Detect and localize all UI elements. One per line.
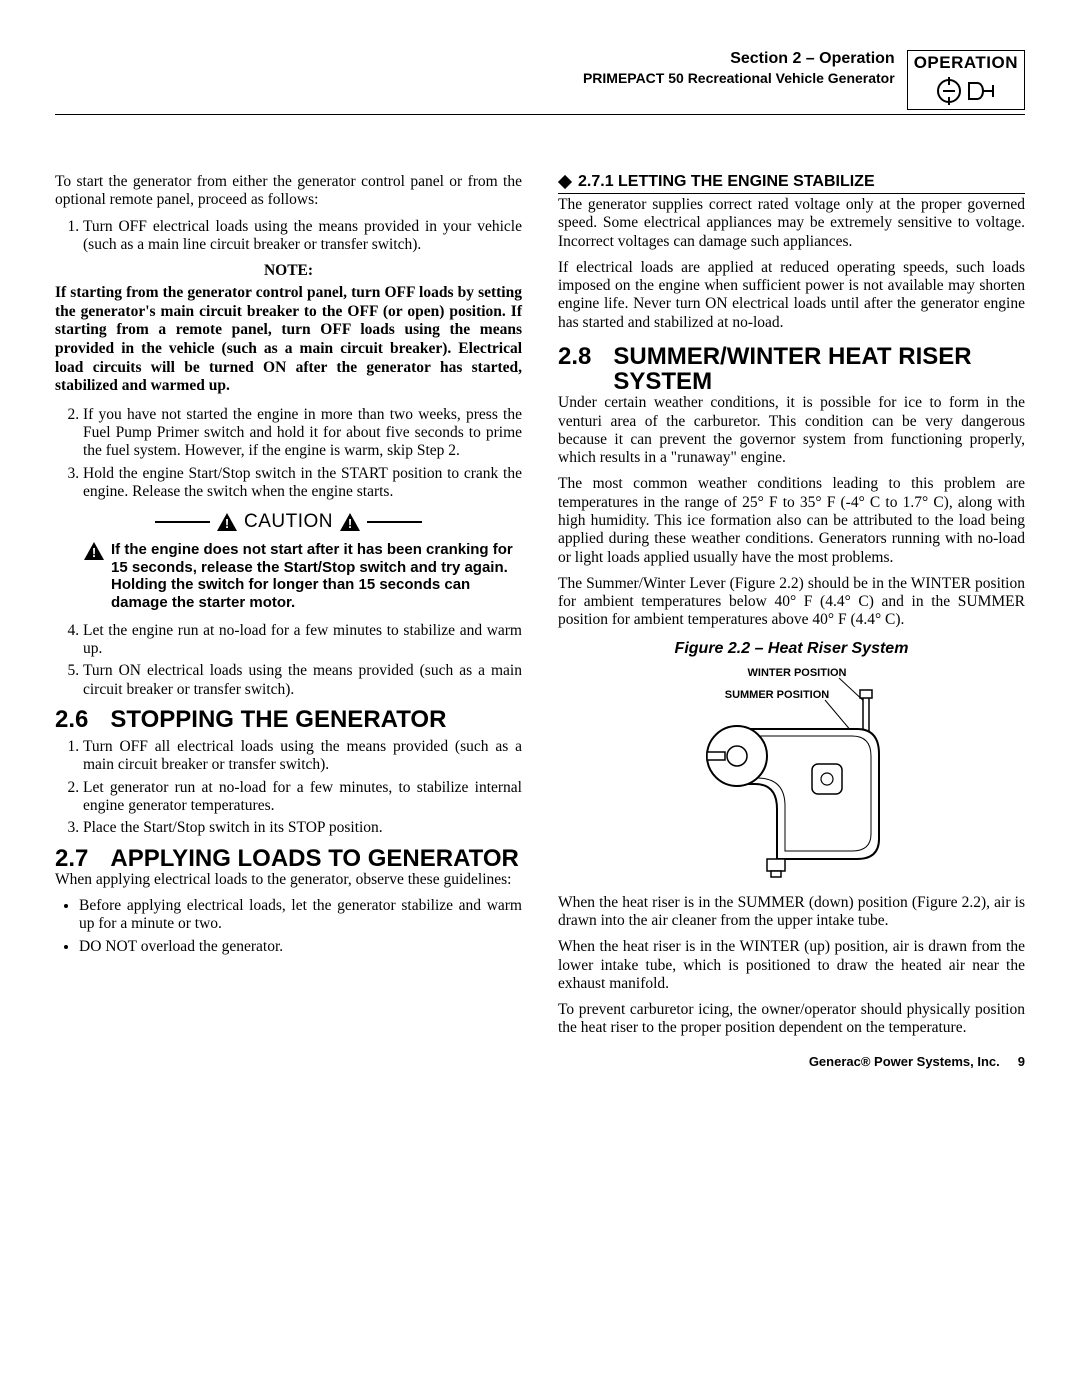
- start-list: Turn OFF electrical loads using the mean…: [55, 218, 522, 255]
- start-step-3: Hold the engine Start/Stop switch in the…: [83, 465, 522, 502]
- right-column: 2.7.1 LETTING THE ENGINE STABILIZE The g…: [558, 173, 1025, 1046]
- loads-bullets: Before applying electrical loads, let th…: [55, 897, 522, 956]
- left-column: To start the generator from either the g…: [55, 173, 522, 1046]
- figure-2-2: WINTER POSITION SUMMER POSITION: [558, 664, 1025, 884]
- warning-triangle-icon: !: [216, 512, 238, 532]
- start-step-4: Let the engine run at no-load for a few …: [83, 622, 522, 659]
- header-section-title: Section 2 – Operation: [583, 50, 895, 68]
- warning-triangle-icon: !: [339, 512, 361, 532]
- summer-position-label: SUMMER POSITION: [724, 689, 829, 701]
- loads-bullet-2: DO NOT overload the generator.: [79, 938, 522, 956]
- winter-position-label: WINTER POSITION: [747, 667, 846, 679]
- p-2-8-a: Under certain weather conditions, it is …: [558, 394, 1025, 467]
- page: Section 2 – Operation PRIMEPACT 50 Recre…: [0, 0, 1080, 1099]
- section-2-6-num: 2.6: [55, 707, 88, 732]
- footer-page-number: 9: [1018, 1054, 1025, 1069]
- section-2-6-title: STOPPING THE GENERATOR: [110, 707, 446, 732]
- stop-step-3: Place the Start/Stop switch in its STOP …: [83, 819, 522, 837]
- footer-company: Generac® Power Systems, Inc.: [809, 1054, 1000, 1069]
- stop-step-2: Let generator run at no-load for a few m…: [83, 779, 522, 816]
- section-2-7-1-heading: 2.7.1 LETTING THE ENGINE STABILIZE: [558, 173, 1025, 194]
- svg-text:!: !: [348, 516, 352, 531]
- note-body: If starting from the generator control p…: [55, 284, 522, 396]
- p-2-8-e: When the heat riser is in the WINTER (up…: [558, 938, 1025, 993]
- section-2-8-num: 2.8: [558, 344, 591, 369]
- header-text-block: Section 2 – Operation PRIMEPACT 50 Recre…: [583, 50, 895, 86]
- caution-rule-right: [367, 521, 422, 523]
- section-2-8-heading: 2.8 SUMMER/WINTER HEAT RISER SYSTEM: [558, 344, 1025, 394]
- page-header: Section 2 – Operation PRIMEPACT 50 Recre…: [55, 50, 1025, 115]
- stop-list: Turn OFF all electrical loads using the …: [55, 738, 522, 837]
- section-2-7-1-title: 2.7.1 LETTING THE ENGINE STABILIZE: [578, 173, 875, 191]
- content-columns: To start the generator from either the g…: [55, 173, 1025, 1046]
- start-list-cont2: Let the engine run at no-load for a few …: [55, 622, 522, 699]
- section-2-7-heading: 2.7 APPLYING LOADS TO GENERATOR: [55, 846, 522, 871]
- p-2-8-d: When the heat riser is in the SUMMER (do…: [558, 894, 1025, 931]
- header-product-line: PRIMEPACT 50 Recreational Vehicle Genera…: [583, 70, 895, 86]
- p-2-8-f: To prevent carburetor icing, the owner/o…: [558, 1001, 1025, 1038]
- start-step-5: Turn ON electrical loads using the means…: [83, 662, 522, 699]
- svg-text:!: !: [225, 516, 229, 531]
- p-2-8-c: The Summer/Winter Lever (Figure 2.2) sho…: [558, 575, 1025, 630]
- section-2-8-title: SUMMER/WINTER HEAT RISER SYSTEM: [613, 344, 1025, 394]
- caution-text: If the engine does not start after it ha…: [111, 541, 522, 612]
- diamond-bullet-icon: [558, 175, 572, 189]
- badge-title: OPERATION: [914, 53, 1018, 73]
- section-2-7-title: APPLYING LOADS TO GENERATOR: [110, 846, 519, 871]
- svg-text:!: !: [92, 545, 96, 560]
- caution-body: ! If the engine does not start after it …: [83, 541, 522, 612]
- note-label: NOTE:: [55, 262, 522, 280]
- start-list-cont: If you have not started the engine in mo…: [55, 406, 522, 501]
- operation-icon: [914, 75, 1018, 105]
- section-2-7-intro: When applying electrical loads to the ge…: [55, 871, 522, 889]
- section-2-7-num: 2.7: [55, 846, 88, 871]
- start-intro: To start the generator from either the g…: [55, 173, 522, 210]
- start-step-1: Turn OFF electrical loads using the mean…: [83, 218, 522, 255]
- caution-word: CAUTION: [244, 511, 333, 533]
- operation-badge: OPERATION: [907, 50, 1025, 110]
- warning-triangle-icon: !: [83, 541, 105, 612]
- start-step-2: If you have not started the engine in mo…: [83, 406, 522, 461]
- figure-2-2-caption: Figure 2.2 – Heat Riser System: [558, 640, 1025, 658]
- section-2-6-heading: 2.6 STOPPING THE GENERATOR: [55, 707, 522, 732]
- page-footer: Generac® Power Systems, Inc. 9: [55, 1054, 1025, 1069]
- caution-header: ! CAUTION !: [55, 511, 522, 533]
- stop-step-1: Turn OFF all electrical loads using the …: [83, 738, 522, 775]
- p-2-8-b: The most common weather conditions leadi…: [558, 475, 1025, 566]
- loads-bullet-1: Before applying electrical loads, let th…: [79, 897, 522, 934]
- p-2-7-1-b: If electrical loads are applied at reduc…: [558, 259, 1025, 332]
- caution-rule-left: [155, 521, 210, 523]
- p-2-7-1-a: The generator supplies correct rated vol…: [558, 196, 1025, 251]
